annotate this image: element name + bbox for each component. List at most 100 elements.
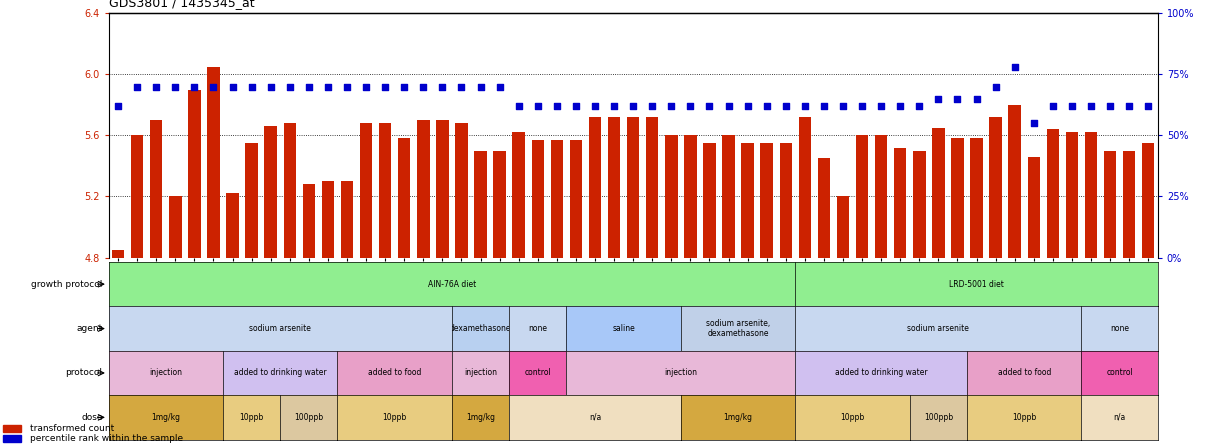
Point <box>777 103 796 110</box>
Text: control: control <box>525 369 551 377</box>
Text: injection: injection <box>464 369 497 377</box>
Bar <box>856 135 868 444</box>
Point <box>414 83 433 90</box>
Bar <box>798 117 812 444</box>
Point <box>147 83 166 90</box>
Text: percentile rank within the sample: percentile rank within the sample <box>30 434 183 443</box>
Point <box>1062 103 1082 110</box>
Point <box>585 103 604 110</box>
Point <box>357 83 376 90</box>
Point <box>890 103 909 110</box>
Bar <box>227 194 239 444</box>
Bar <box>1028 157 1040 444</box>
Bar <box>131 135 144 444</box>
Bar <box>1142 143 1154 444</box>
Point <box>242 83 262 90</box>
Text: n/a: n/a <box>1113 413 1125 422</box>
Text: none: none <box>1110 324 1129 333</box>
Bar <box>455 123 468 444</box>
Point <box>394 83 414 90</box>
Point <box>490 83 509 90</box>
Point <box>662 103 681 110</box>
Point <box>757 103 777 110</box>
Bar <box>417 120 429 444</box>
Text: 10ppb: 10ppb <box>1012 413 1036 422</box>
Bar <box>1084 132 1097 444</box>
Point <box>548 103 567 110</box>
Point <box>260 83 280 90</box>
Bar <box>874 135 888 444</box>
Point <box>909 103 929 110</box>
Bar <box>932 128 944 444</box>
Text: control: control <box>1106 369 1132 377</box>
Text: 10ppb: 10ppb <box>382 413 406 422</box>
Bar <box>112 250 124 444</box>
Bar <box>779 143 792 444</box>
Bar <box>1123 151 1135 444</box>
Point <box>470 83 490 90</box>
Point <box>1024 120 1043 127</box>
Point <box>719 103 738 110</box>
Bar <box>589 117 602 444</box>
Bar <box>608 117 620 444</box>
Bar <box>703 143 715 444</box>
Text: transformed count: transformed count <box>30 424 115 433</box>
Text: 1mg/kg: 1mg/kg <box>466 413 494 422</box>
Bar <box>513 132 525 444</box>
Point <box>1100 103 1119 110</box>
Text: GDS3801 / 1435345_at: GDS3801 / 1435345_at <box>109 0 254 9</box>
Text: AIN-76A diet: AIN-76A diet <box>428 280 476 289</box>
Bar <box>894 148 907 444</box>
Bar <box>913 151 925 444</box>
Text: none: none <box>528 324 548 333</box>
Bar <box>264 126 277 444</box>
Text: injection: injection <box>665 369 697 377</box>
Text: 100ppb: 100ppb <box>924 413 953 422</box>
Bar <box>818 159 830 444</box>
Bar <box>359 123 373 444</box>
Text: 100ppb: 100ppb <box>294 413 323 422</box>
Point <box>433 83 452 90</box>
Point <box>165 83 185 90</box>
Point <box>1082 103 1101 110</box>
Bar <box>283 123 295 444</box>
Bar <box>1008 105 1021 444</box>
Point <box>528 103 548 110</box>
Bar <box>1066 132 1078 444</box>
Bar <box>761 143 773 444</box>
Point <box>967 95 987 103</box>
Point <box>987 83 1006 90</box>
Bar <box>188 90 200 444</box>
Bar <box>551 140 563 444</box>
Bar <box>684 135 697 444</box>
Bar <box>742 143 754 444</box>
Text: added to food: added to food <box>368 369 421 377</box>
Bar <box>2 435 21 442</box>
Bar <box>379 123 392 444</box>
Point <box>853 103 872 110</box>
Bar <box>322 181 334 444</box>
Point <box>1138 103 1158 110</box>
Point <box>1043 103 1062 110</box>
Bar <box>493 151 505 444</box>
Point <box>948 95 967 103</box>
Point <box>738 103 757 110</box>
Point <box>872 103 891 110</box>
Bar <box>303 184 315 444</box>
Point <box>204 83 223 90</box>
Text: dose: dose <box>81 413 103 422</box>
Bar <box>1103 151 1117 444</box>
Point <box>223 83 242 90</box>
Point <box>929 95 948 103</box>
Point <box>1119 103 1138 110</box>
Point <box>128 83 147 90</box>
Text: agent: agent <box>76 324 103 333</box>
Bar <box>989 117 1002 444</box>
Text: 1mg/kg: 1mg/kg <box>724 413 753 422</box>
Bar <box>474 151 487 444</box>
Point <box>699 103 719 110</box>
Point <box>299 83 318 90</box>
Point <box>680 103 699 110</box>
Text: 10ppb: 10ppb <box>240 413 264 422</box>
Point <box>643 103 662 110</box>
